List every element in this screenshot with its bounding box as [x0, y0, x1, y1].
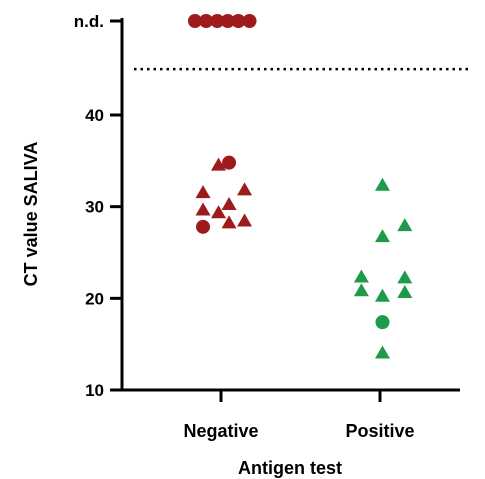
- data-point-circle: [375, 315, 390, 330]
- y-tick-label: 10: [85, 381, 104, 400]
- data-point-circle: [196, 219, 211, 234]
- data-point-triangle: [237, 182, 253, 196]
- data-point-circle: [220, 14, 235, 28]
- x-tick-label: Negative: [183, 421, 258, 441]
- data-point-triangle: [211, 205, 227, 219]
- data-point-circle: [222, 155, 237, 170]
- data-point-circle: [242, 14, 257, 28]
- data-point-triangle: [374, 229, 390, 243]
- data-point-triangle: [195, 185, 211, 199]
- data-point-triangle: [397, 218, 413, 232]
- data-point-triangle: [374, 177, 390, 191]
- x-ticks: Negative Positive: [183, 390, 415, 441]
- data-point-triangle: [353, 269, 369, 283]
- data-point-triangle: [211, 157, 227, 171]
- data-point-triangle: [221, 197, 237, 211]
- x-tick-label: Positive: [345, 421, 414, 441]
- y-axis-title: CT value SALIVA: [21, 142, 41, 287]
- data-point-triangle: [374, 288, 390, 302]
- data-points: [187, 14, 413, 359]
- data-point-triangle: [237, 213, 253, 227]
- data-point-triangle: [397, 270, 413, 284]
- data-point-circle: [187, 14, 202, 28]
- data-point-triangle: [397, 285, 413, 299]
- data-point-triangle: [195, 202, 211, 216]
- data-point-triangle: [353, 283, 369, 297]
- data-point-circle: [210, 14, 225, 28]
- y-ticks: 10 20 30 40 n.d.: [74, 12, 122, 400]
- x-axis-title: Antigen test: [238, 458, 342, 478]
- y-tick-label: n.d.: [74, 12, 104, 31]
- data-point-triangle: [374, 345, 390, 359]
- data-point-triangle: [221, 215, 237, 229]
- y-tick-label: 30: [85, 198, 104, 217]
- data-point-circle: [199, 14, 214, 28]
- y-tick-label: 20: [85, 289, 104, 308]
- y-tick-label: 40: [85, 106, 104, 125]
- data-point-circle: [231, 14, 246, 28]
